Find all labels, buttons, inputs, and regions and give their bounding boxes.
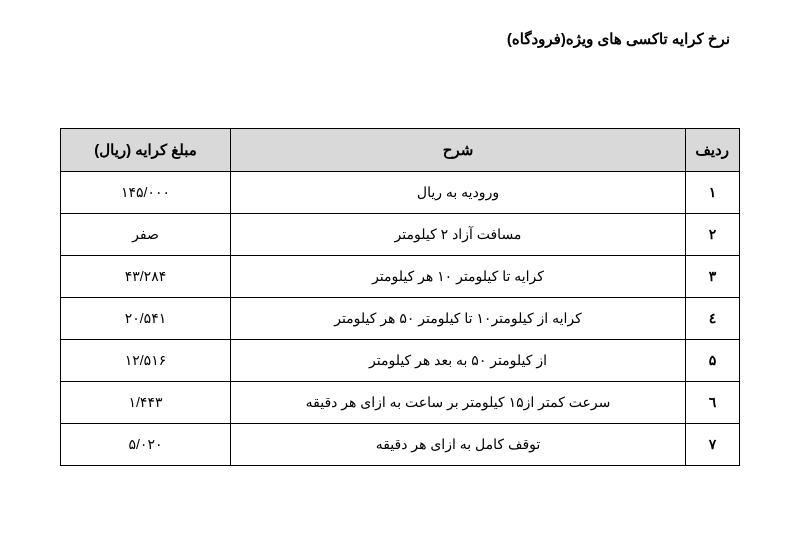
cell-row-num: ۷ xyxy=(686,424,740,466)
cell-fare: ۱۲/۵۱۶ xyxy=(61,340,231,382)
cell-row-num: ۳ xyxy=(686,256,740,298)
table-row: ٦ سرعت کمتر از۱۵ کیلومتر بر ساعت به ازای… xyxy=(61,382,740,424)
cell-fare: ۴۳/۲۸۴ xyxy=(61,256,231,298)
cell-row-num: ٤ xyxy=(686,298,740,340)
table-row: ۵ از کیلومتر ۵۰ به بعد هر کیلومتر ۱۲/۵۱۶ xyxy=(61,340,740,382)
cell-row-num: ۵ xyxy=(686,340,740,382)
fare-table: ردیف شرح مبلغ کرایه (ریال) ۱ ورودیه به ر… xyxy=(60,128,740,466)
table-row: ۲ مسافت آزاد ۲ کیلومتر صفر xyxy=(61,214,740,256)
cell-fare: ۱/۴۴۳ xyxy=(61,382,231,424)
cell-row-num: ۲ xyxy=(686,214,740,256)
cell-desc: کرایه از کیلومتر۱۰ تا کیلومتر ۵۰ هر کیلو… xyxy=(231,298,686,340)
header-fare: مبلغ کرایه (ریال) xyxy=(61,129,231,172)
page-title: نرخ کرایه تاکسی های ویژه(فرودگاه) xyxy=(60,30,740,48)
cell-desc: توقف کامل به ازای هر دقیقه xyxy=(231,424,686,466)
cell-fare: ۲۰/۵۴۱ xyxy=(61,298,231,340)
header-desc: شرح xyxy=(231,129,686,172)
header-row-num: ردیف xyxy=(686,129,740,172)
cell-fare: صفر xyxy=(61,214,231,256)
cell-desc: ورودیه به ریال xyxy=(231,172,686,214)
cell-fare: ۱۴۵/۰۰۰ xyxy=(61,172,231,214)
table-row: ۷ توقف کامل به ازای هر دقیقه ۵/۰۲۰ xyxy=(61,424,740,466)
cell-row-num: ٦ xyxy=(686,382,740,424)
table-row: ۱ ورودیه به ریال ۱۴۵/۰۰۰ xyxy=(61,172,740,214)
cell-desc: از کیلومتر ۵۰ به بعد هر کیلومتر xyxy=(231,340,686,382)
cell-fare: ۵/۰۲۰ xyxy=(61,424,231,466)
table-row: ٤ کرایه از کیلومتر۱۰ تا کیلومتر ۵۰ هر کی… xyxy=(61,298,740,340)
cell-desc: مسافت آزاد ۲ کیلومتر xyxy=(231,214,686,256)
cell-row-num: ۱ xyxy=(686,172,740,214)
table-row: ۳ کرایه تا کیلومتر ۱۰ هر کیلومتر ۴۳/۲۸۴ xyxy=(61,256,740,298)
table-header-row: ردیف شرح مبلغ کرایه (ریال) xyxy=(61,129,740,172)
cell-desc: سرعت کمتر از۱۵ کیلومتر بر ساعت به ازای ه… xyxy=(231,382,686,424)
cell-desc: کرایه تا کیلومتر ۱۰ هر کیلومتر xyxy=(231,256,686,298)
